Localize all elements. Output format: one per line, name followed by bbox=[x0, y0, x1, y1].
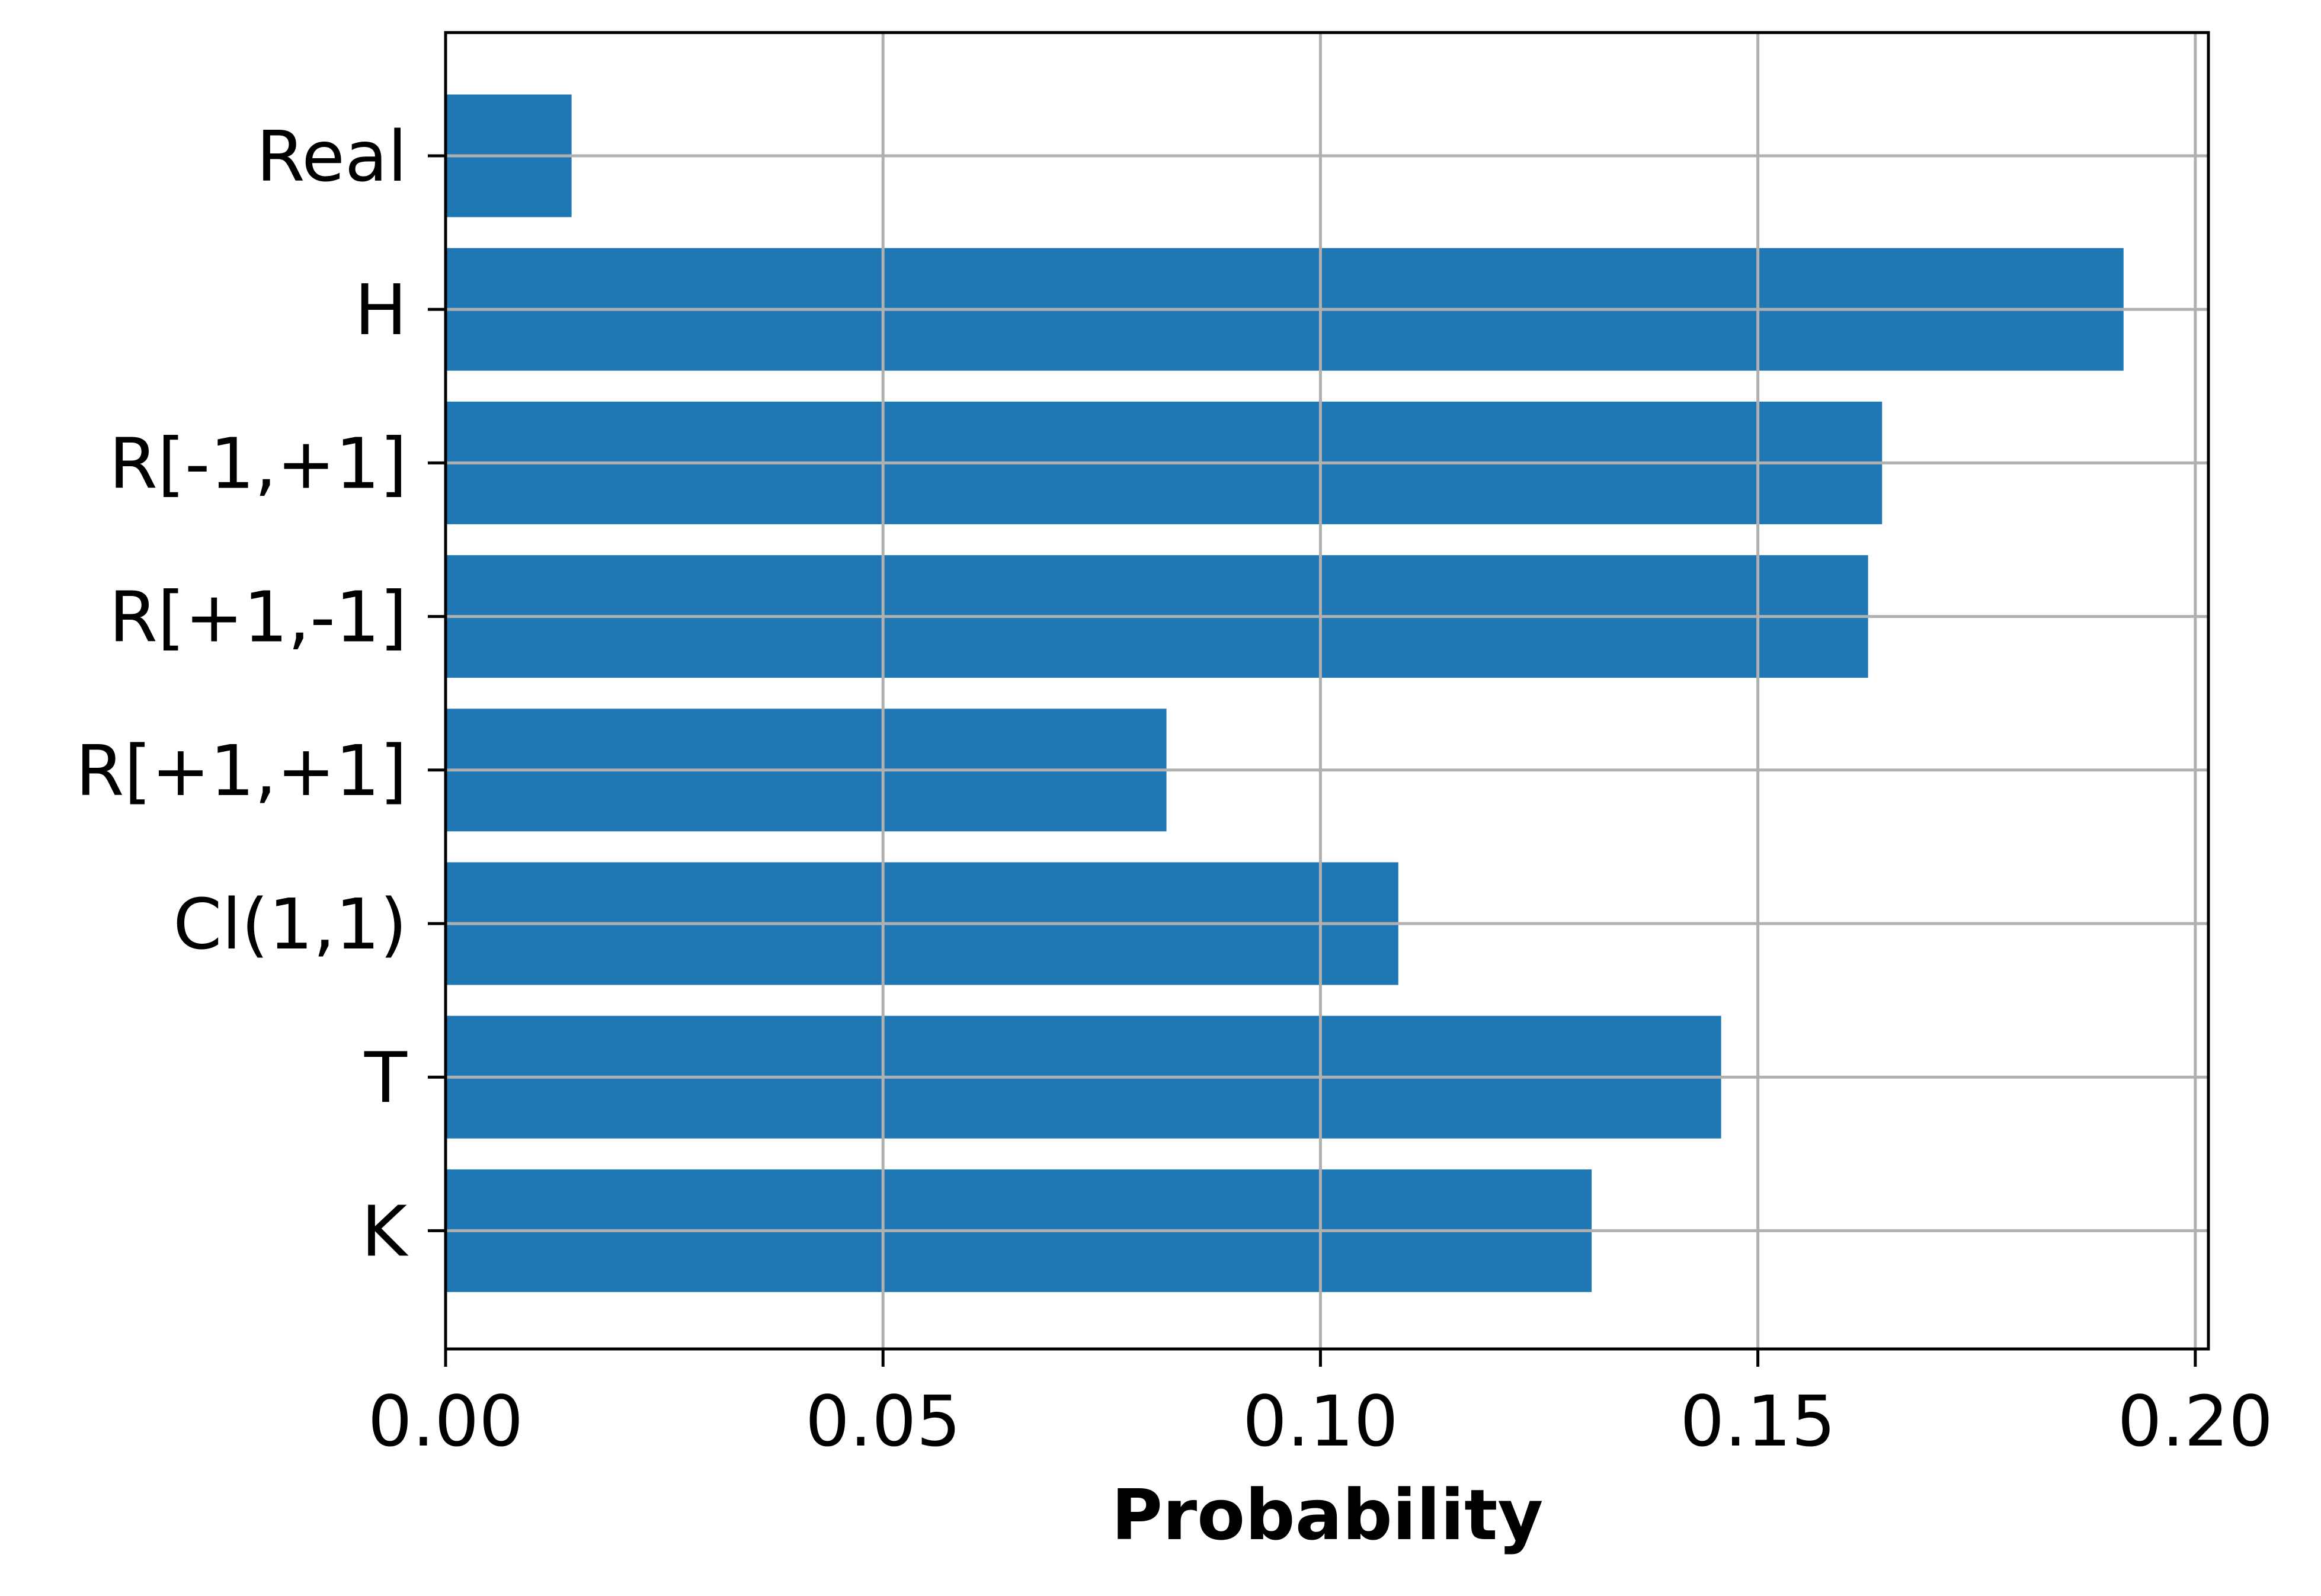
grid-lines bbox=[444, 33, 2208, 1349]
x-tick-label: 0.20 bbox=[2117, 1380, 2273, 1462]
plot-frame bbox=[444, 31, 2210, 1351]
x-axis-label: Probability bbox=[1112, 1474, 1544, 1556]
y-tick-label: R[-1,+1] bbox=[109, 422, 407, 504]
y-tick-label: T bbox=[364, 1037, 408, 1119]
axes bbox=[444, 31, 2210, 1351]
x-tick-label: 0.00 bbox=[368, 1380, 524, 1462]
x-tick-label: 0.15 bbox=[1680, 1380, 1836, 1462]
y-tick-label: R[+1,-1] bbox=[109, 576, 407, 658]
y-tick-label: Real bbox=[257, 116, 407, 197]
y-tick-label: R[+1,+1] bbox=[76, 730, 407, 812]
y-tick-label: H bbox=[354, 269, 407, 351]
x-tick-label: 0.05 bbox=[805, 1380, 961, 1462]
x-tick-label: 0.10 bbox=[1243, 1380, 1398, 1462]
y-tick-label: Cl(1,1) bbox=[173, 883, 407, 965]
x-axis-ticks: 0.00 0.05 0.10 0.15 0.20 bbox=[368, 1349, 2273, 1462]
y-axis-ticks: Real H R[-1,+1] R[+1,-1] R[+1,+1] Cl(1,1) TK bbox=[76, 116, 446, 1272]
y-tick-label: K bbox=[361, 1190, 409, 1272]
